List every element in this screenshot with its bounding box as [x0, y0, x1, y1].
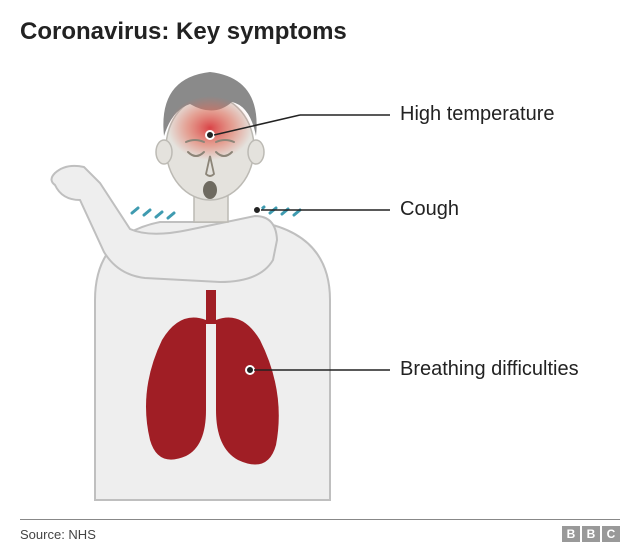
ear-left	[156, 140, 172, 164]
cough-dashes-right	[258, 207, 300, 215]
ear-right	[248, 140, 264, 164]
label-high-temperature: High temperature	[400, 103, 555, 126]
cough-dashes-left	[132, 208, 174, 218]
fever-glow	[168, 96, 252, 160]
label-breathing-difficulties: Breathing difficulties	[400, 358, 579, 381]
mouth	[203, 181, 217, 199]
bbc-c: C	[602, 526, 620, 542]
footer: Source: NHS B B C	[20, 519, 620, 542]
source-text: Source: NHS	[20, 527, 96, 542]
bbc-b1: B	[562, 526, 580, 542]
label-cough: Cough	[400, 198, 459, 221]
infographic-canvas	[0, 0, 640, 550]
bbc-b2: B	[582, 526, 600, 542]
bbc-logo: B B C	[562, 526, 620, 542]
